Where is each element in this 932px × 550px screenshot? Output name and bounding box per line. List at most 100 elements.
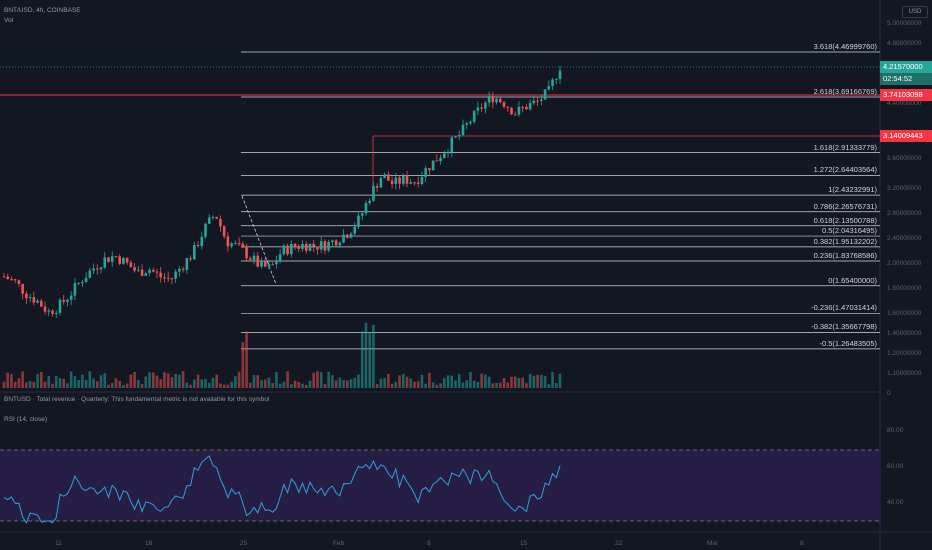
volume-bar <box>349 379 353 388</box>
volume-bar <box>226 384 230 388</box>
candle-body <box>137 269 140 271</box>
volume-bar <box>159 379 163 388</box>
volume-bar <box>10 374 13 388</box>
candle-body <box>47 310 51 312</box>
volume-bar <box>465 380 469 388</box>
volume-bar <box>118 380 121 388</box>
volume-bar <box>144 376 148 388</box>
fib-level-label: 1.618(2.91333779) <box>813 142 877 152</box>
candle-body <box>200 236 204 247</box>
candle-body <box>342 234 345 243</box>
rsi-upper-band-label: 80.00 <box>887 427 904 434</box>
candle-body <box>327 241 330 251</box>
price-axis-tick: 3.20000000 <box>887 185 922 192</box>
candle-body <box>401 175 405 184</box>
volume-bar <box>547 384 551 388</box>
candle-body <box>364 203 368 214</box>
candle-body <box>316 246 319 250</box>
candle-body <box>155 271 159 273</box>
candle-body <box>178 268 181 272</box>
volume-bar <box>353 377 357 388</box>
date-axis-tick: 18 <box>145 540 153 547</box>
candle-body <box>185 258 189 270</box>
candle-body <box>383 174 386 179</box>
currency-button[interactable]: USD <box>902 6 928 18</box>
candle-body <box>144 273 148 276</box>
candle-body <box>420 176 424 184</box>
volume-bar <box>174 374 177 388</box>
fib-level-label: -0.382(1.35667798) <box>811 322 877 332</box>
date-axis-tick: Mar <box>707 540 719 547</box>
volume-bar <box>185 382 189 388</box>
candle-body <box>431 160 435 171</box>
candle-body <box>405 175 409 184</box>
candle-body <box>36 300 39 303</box>
volume-bar <box>510 376 513 388</box>
candle-body <box>99 267 103 270</box>
candle-body <box>487 96 491 103</box>
candle-body <box>32 297 36 303</box>
candle-body <box>480 107 483 109</box>
price-axis-tick: 2.00000000 <box>887 260 922 267</box>
price-axis-tick: 1.60000000 <box>887 310 922 317</box>
volume-bar <box>331 375 334 388</box>
volume-bar <box>338 377 342 388</box>
candle-body <box>312 243 316 247</box>
candle-body <box>323 241 327 251</box>
volume-bar <box>99 375 103 388</box>
candle-body <box>540 99 543 101</box>
candle-body <box>129 262 133 268</box>
candle-body <box>151 269 155 272</box>
volume-bar <box>416 381 420 388</box>
candle-body <box>495 98 498 103</box>
candle-body <box>513 114 517 116</box>
candle-body <box>122 257 125 264</box>
price-axis-tick: 1.40000000 <box>887 330 922 337</box>
fib-level-label: 2.618(3.69166769) <box>813 86 877 96</box>
candle-body <box>58 299 62 313</box>
volume-bar <box>84 379 88 388</box>
candle-body <box>532 100 536 104</box>
candle-body <box>21 283 24 294</box>
volume-indicator-label[interactable]: Vol <box>4 17 14 24</box>
volume-bar <box>301 383 304 388</box>
symbol-title[interactable]: BNT/USD, 4h, COINBASE <box>4 7 81 14</box>
candle-body <box>54 312 58 314</box>
candle-body <box>114 256 118 258</box>
date-axis-tick: Feb <box>333 540 345 547</box>
candle-body <box>40 300 43 307</box>
candle-body <box>536 100 539 102</box>
candle-body <box>308 243 312 251</box>
candle-body <box>443 153 446 158</box>
fib-level-label: -0.5(1.26483505) <box>819 338 877 348</box>
price-axis-tick: 2.40000000 <box>887 235 922 242</box>
candle-body <box>118 256 121 264</box>
candle-body <box>502 102 506 107</box>
rsi-label[interactable]: RSI (14, close) <box>4 416 47 423</box>
candle-body <box>334 240 338 246</box>
volume-bar <box>327 371 330 388</box>
volume-bar <box>107 384 110 388</box>
candle-body <box>491 96 495 103</box>
candle-body <box>207 217 211 224</box>
candle-body <box>372 185 375 201</box>
candle-body <box>62 299 66 302</box>
candle-body <box>457 134 461 137</box>
volume-bar <box>25 382 28 388</box>
volume-bar <box>293 380 297 388</box>
red-line-price-tag-2: 3.14009443 <box>880 130 932 142</box>
volume-bar <box>278 383 282 388</box>
price-axis-tick: 5.00000000 <box>887 20 922 27</box>
volume-bar <box>312 372 316 388</box>
volume-bar <box>263 379 267 388</box>
candle-body <box>461 124 465 135</box>
candle-body <box>73 283 77 296</box>
volume-bar <box>36 374 39 388</box>
candle-body <box>543 89 547 100</box>
candle-body <box>107 257 110 262</box>
volume-bar <box>409 378 413 388</box>
volume-bar <box>316 371 319 388</box>
volume-bar <box>390 383 394 388</box>
volume-bar <box>73 376 77 388</box>
